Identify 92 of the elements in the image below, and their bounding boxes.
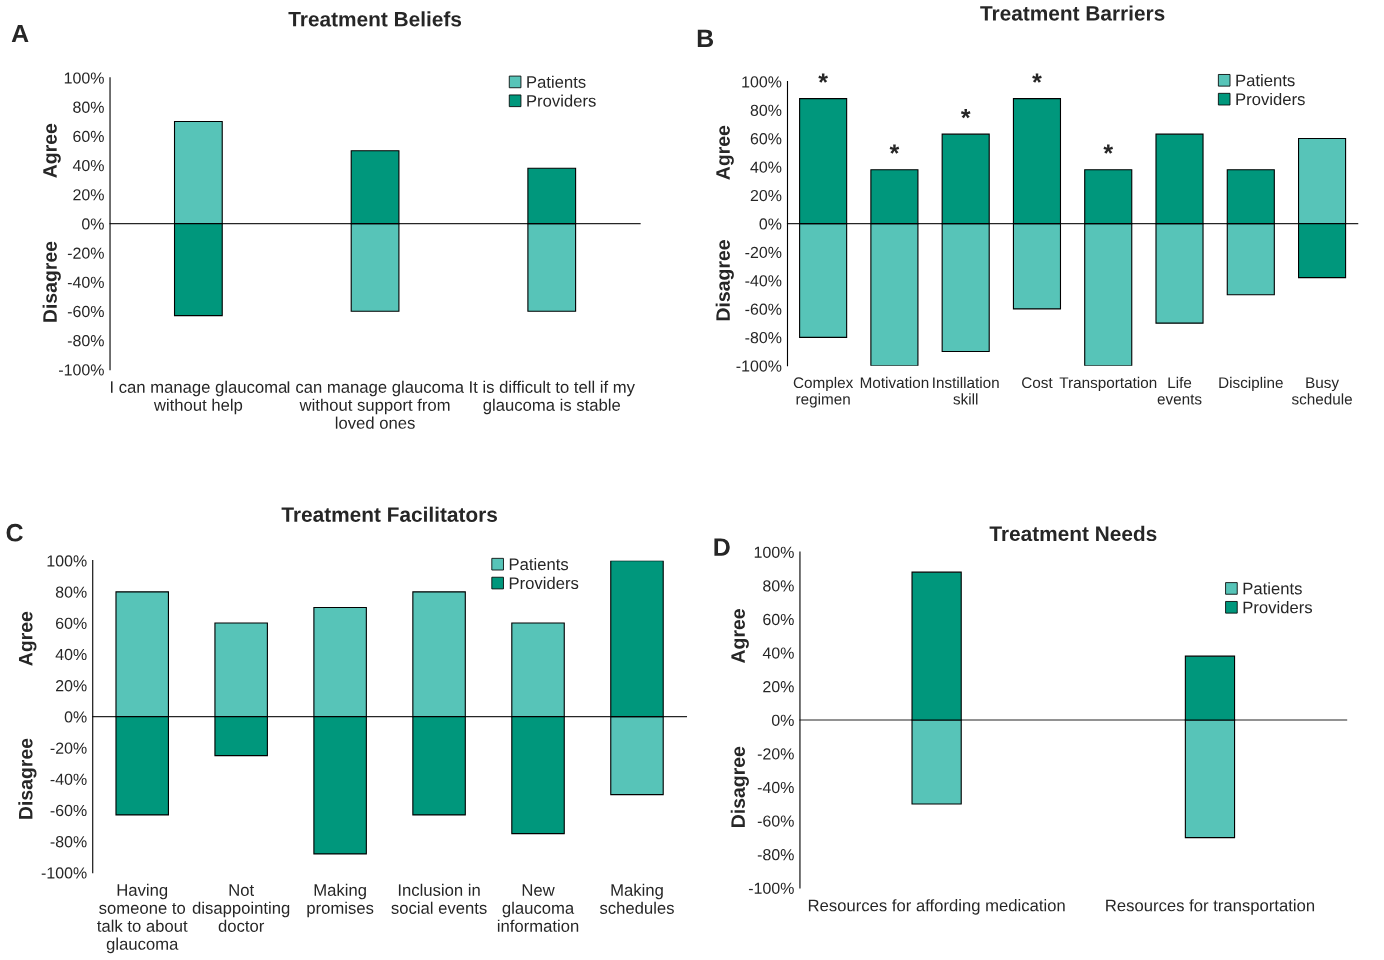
- y-tick-label: -40%: [745, 275, 782, 287]
- y-tick-label: 40%: [72, 159, 104, 172]
- annotation: *: [1032, 73, 1042, 83]
- x-tick-label: New glaucoma information: [497, 884, 579, 932]
- y-tick-label: -100%: [59, 364, 104, 376]
- chart-title: Treatment Barriers: [980, 5, 1165, 21]
- text: C: [6, 523, 23, 542]
- y-tick-label: 0%: [771, 714, 794, 726]
- y-axis-title: Agree: [18, 611, 37, 666]
- text: D: [714, 538, 730, 556]
- legend-label: Providers: [1236, 92, 1305, 106]
- legend-label: Providers: [509, 576, 579, 590]
- text: A: [11, 24, 29, 43]
- y-tick-label: 100%: [64, 72, 104, 84]
- y-tick-label: 0%: [64, 711, 87, 723]
- legend-label: Providers: [1243, 601, 1313, 614]
- y-tick-label: -20%: [67, 247, 104, 259]
- x-tick-label: Resources for transportation: [1106, 899, 1315, 915]
- x-tick-label: Complex regimen: [793, 376, 854, 408]
- annotation: *: [889, 144, 900, 154]
- y-axis-title: Agree: [716, 125, 734, 180]
- annotation: *: [818, 73, 828, 83]
- x-tick-label: Transportation: [1059, 376, 1157, 392]
- chart-title: Treatment Beliefs: [288, 11, 462, 27]
- y-tick-label: -80%: [745, 331, 782, 344]
- x-tick-label: Inclusion in social events: [391, 883, 487, 914]
- text: Disagree: [730, 746, 749, 827]
- y-tick-label: -60%: [745, 303, 782, 315]
- y-tick-label: -60%: [50, 804, 87, 817]
- y-tick-label: 60%: [763, 613, 794, 626]
- y-tick-label: 40%: [750, 161, 782, 173]
- y-tick-label: -100%: [41, 867, 87, 879]
- y-tick-label: 80%: [763, 580, 794, 592]
- x-tick-label: Making promises: [307, 883, 374, 918]
- y-tick-label: 100%: [742, 76, 782, 88]
- y-tick-label: 40%: [762, 647, 794, 659]
- y-tick-label: -80%: [67, 335, 104, 347]
- y-tick-label: 60%: [56, 617, 87, 629]
- y-axis-title: Agree: [43, 123, 61, 178]
- y-tick-label: 80%: [750, 104, 782, 116]
- x-tick-label: I can manage glaucoma without support from loved ones: [287, 380, 465, 429]
- y-tick-label: 100%: [754, 546, 794, 558]
- y-tick-label: 20%: [763, 681, 794, 693]
- x-tick-label: Discipline: [1219, 376, 1283, 392]
- y-tick-label: 20%: [73, 189, 104, 201]
- text: B: [697, 29, 714, 47]
- x-tick-label: Instillation skill: [933, 376, 999, 405]
- x-tick-label: Making schedules: [599, 883, 674, 914]
- legend-label: Patients: [1236, 74, 1295, 87]
- legend-label: Providers: [527, 94, 596, 107]
- x-tick-label: Life events: [1157, 376, 1202, 405]
- y-tick-label: -80%: [757, 849, 794, 861]
- x-tick-label: I can manage glaucoma without help: [110, 380, 288, 415]
- y-tick-label: -40%: [67, 276, 104, 288]
- chart-title: Treatment Facilitators: [281, 506, 497, 522]
- y-tick-label: -40%: [757, 781, 794, 794]
- y-tick-label: 80%: [73, 101, 104, 113]
- y-tick-label: -100%: [736, 360, 782, 372]
- y-tick-label: -20%: [50, 742, 87, 754]
- x-tick-label: It is difficult to tell if my glaucoma is stable: [470, 380, 635, 415]
- text: Disagree: [715, 240, 734, 321]
- y-tick-label: 60%: [73, 130, 104, 143]
- y-tick-label: 40%: [55, 648, 87, 661]
- annotation: *: [960, 109, 971, 119]
- annotation: *: [1103, 144, 1114, 154]
- y-tick-label: -40%: [50, 773, 87, 785]
- y-tick-label: 20%: [750, 189, 782, 202]
- x-tick-label: Not disappointing doctor: [192, 884, 290, 932]
- x-tick-label: Cost: [1022, 377, 1053, 389]
- y-tick-label: -20%: [745, 246, 782, 259]
- x-tick-label: Busy schedule: [1291, 377, 1352, 405]
- chart-title: Treatment Needs: [989, 525, 1157, 542]
- x-tick-label: Resources for affording medication: [808, 899, 1065, 915]
- x-tick-label: Having someone to talk to about glaucoma: [97, 883, 188, 954]
- y-tick-label: -20%: [757, 748, 794, 760]
- legend-label: Patients: [1243, 582, 1302, 595]
- y-tick-label: 0%: [82, 218, 104, 230]
- y-tick-label: 0%: [759, 218, 782, 230]
- text: Disagree: [18, 738, 37, 819]
- legend-label: Patients: [509, 557, 569, 571]
- y-tick-label: -100%: [748, 882, 794, 894]
- y-tick-label: 100%: [47, 555, 87, 567]
- y-tick-label: -60%: [67, 305, 104, 318]
- x-tick-label: Motivation: [860, 376, 929, 389]
- y-tick-label: 20%: [56, 680, 87, 692]
- y-tick-label: -60%: [757, 815, 794, 827]
- y-tick-label: 80%: [55, 586, 87, 598]
- y-tick-label: -80%: [50, 836, 87, 848]
- y-tick-label: 60%: [750, 133, 782, 145]
- legend-label: Patients: [527, 75, 586, 88]
- text: Disagree: [42, 241, 61, 322]
- y-axis-title: Agree: [731, 609, 749, 664]
